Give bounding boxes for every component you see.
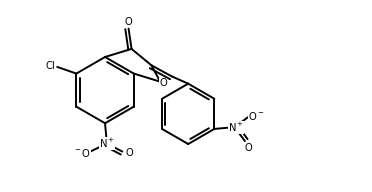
Text: O: O	[125, 17, 132, 27]
Text: N$^+$: N$^+$	[99, 137, 115, 150]
Text: O: O	[159, 79, 167, 89]
Text: N$^+$: N$^+$	[228, 121, 244, 134]
Text: $^-$O: $^-$O	[73, 147, 92, 159]
Text: O: O	[245, 143, 253, 153]
Text: O$^-$: O$^-$	[248, 110, 265, 122]
Text: Cl: Cl	[46, 61, 55, 71]
Text: O: O	[125, 148, 133, 158]
